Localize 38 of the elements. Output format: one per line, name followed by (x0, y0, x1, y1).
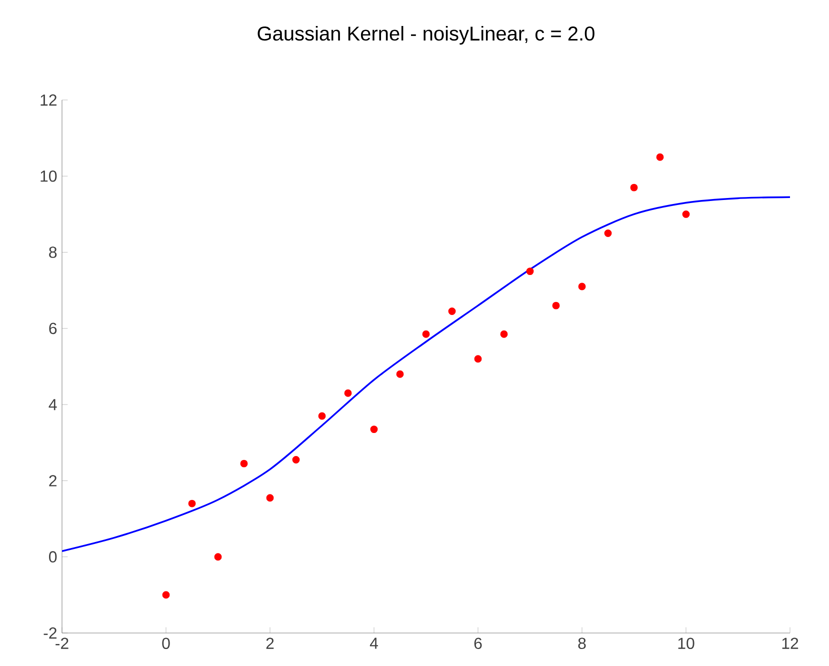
y-tick-label: 4 (48, 399, 57, 410)
point (630, 184, 638, 192)
chart-title: Gaussian Kernel - noisyLinear, c = 2.0 (258, 26, 594, 45)
y-tick-label: 8 (49, 246, 57, 258)
point (604, 230, 612, 237)
point (318, 412, 326, 420)
point (214, 553, 222, 561)
point (578, 282, 586, 290)
point (422, 330, 430, 338)
y-tick-label: 2 (49, 475, 56, 486)
x-tick-label: 8 (578, 638, 586, 650)
point (240, 460, 248, 468)
point (474, 355, 482, 363)
y-tick-label: 12 (40, 94, 56, 106)
x-tick-label: 10 (678, 638, 694, 650)
point (162, 591, 170, 599)
point (500, 330, 508, 338)
line-series (62, 196, 790, 552)
point (656, 153, 664, 161)
point (448, 308, 456, 316)
point (682, 210, 690, 218)
point (370, 426, 378, 434)
point (552, 302, 560, 310)
point (344, 389, 352, 397)
x-tick-label: 12 (782, 638, 798, 649)
y-tick-label: 0 (49, 551, 57, 562)
y-tick-label: 10 (40, 170, 57, 182)
y-tick-label: 6 (49, 322, 57, 334)
x-tick-label: 0 (162, 638, 170, 650)
point (396, 370, 404, 378)
y-tick-label: -2 (44, 627, 56, 639)
x-tick-label: 4 (370, 638, 378, 649)
point (266, 494, 274, 502)
point (292, 456, 300, 464)
point (526, 268, 534, 276)
x-tick-label: 6 (474, 638, 482, 650)
x-tick-label: 2 (266, 638, 274, 649)
point (188, 500, 196, 508)
